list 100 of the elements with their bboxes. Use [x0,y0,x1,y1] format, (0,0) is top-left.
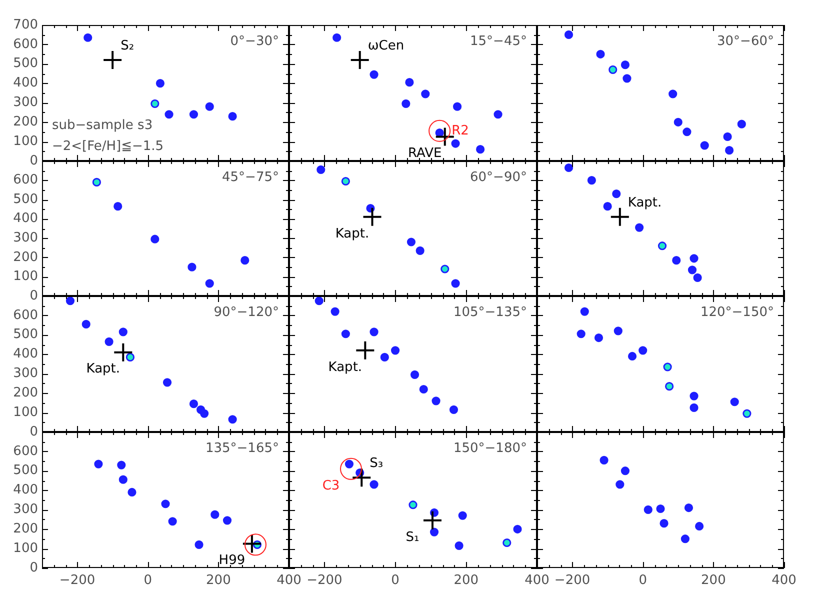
point [168,517,177,526]
point [693,273,702,282]
point [150,234,160,244]
point [742,409,752,418]
point [421,90,430,98]
series-label: Kapt. [335,226,370,242]
series-label: RAVE [408,146,442,162]
point [370,480,378,489]
point [419,384,428,394]
point [341,176,350,186]
legend-label: S₂ [120,38,134,54]
point [594,333,604,342]
x-tick-label: 200 [454,573,479,588]
point [161,500,170,508]
point [126,352,135,362]
series-label: Kapt. [328,360,362,375]
y-tick-label: 200 [13,114,38,130]
point [189,110,198,119]
point [162,378,172,387]
y-tick-label: 100 [13,404,38,420]
point [150,99,160,108]
point [610,206,630,227]
point [102,50,123,70]
y-tick-label: 200 [13,386,38,401]
x-tick-label: 200 [206,573,231,588]
point [576,330,586,338]
annotation: −2<[Fe/H]≦−1.5 [52,139,164,154]
point [84,33,92,42]
point [730,398,739,406]
x-tick-label: 0 [391,573,400,588]
point [656,504,665,514]
point [614,326,622,336]
text: 150°−180° [453,441,527,456]
y-tick-label: 300 [13,230,38,246]
point [416,246,424,255]
point [603,202,612,211]
point [580,307,589,316]
text: 30°−60° [717,34,774,49]
point [690,392,698,400]
series-label: H99 [218,553,246,568]
point [684,503,694,512]
annotation: sub−sample s3 [52,118,153,133]
series-label: Kapt. [628,195,662,210]
text: 45°−75° [222,170,279,185]
point [616,480,624,489]
y-tick-label: 100 [13,540,38,556]
point [228,112,237,121]
point [737,120,746,128]
series-label: R2 [452,123,469,138]
point [690,254,698,263]
point [628,352,637,361]
point [156,78,165,88]
point [658,242,667,250]
point [695,522,704,531]
point [449,405,458,414]
point [355,340,376,360]
point [205,279,214,288]
point [663,362,672,372]
point [113,342,134,362]
text: 135°−165° [205,441,279,456]
point [189,400,198,408]
point [428,120,451,142]
point [330,307,340,316]
text: 60°−90° [470,170,527,185]
point [432,396,440,406]
point [700,141,709,150]
point [341,330,350,338]
y-tick-label: 500 [13,192,38,207]
point [638,346,648,355]
point [240,256,250,265]
y-tick-label: 600 [13,172,38,188]
y-tick-label: 0 [30,153,38,168]
y-tick-label: 500 [13,56,38,72]
point [128,488,136,497]
x-tick-label: 200 [701,573,726,588]
y-tick-label: 300 [13,95,38,110]
point [117,460,126,470]
y-tick-label: 300 [13,366,38,382]
series-label: S₁ [406,530,420,545]
series-label: C3 [322,478,340,494]
point [620,60,630,70]
y-tick-label: 700 [13,17,38,32]
x-tick-label: 0 [144,573,152,588]
point [451,279,460,288]
point [723,132,732,142]
y-tick-label: 100 [13,134,38,149]
point [402,99,410,108]
point [405,78,414,87]
point [622,74,632,83]
point [94,460,103,468]
point [244,534,266,556]
y-tick-label: 300 [13,502,38,518]
y-tick-label: 500 [13,463,38,478]
point [242,534,262,554]
point [66,296,75,306]
point [314,296,324,306]
series-label: S₃ [370,456,384,472]
point [600,456,608,464]
point [451,139,460,148]
y-tick-label: 600 [13,308,38,323]
